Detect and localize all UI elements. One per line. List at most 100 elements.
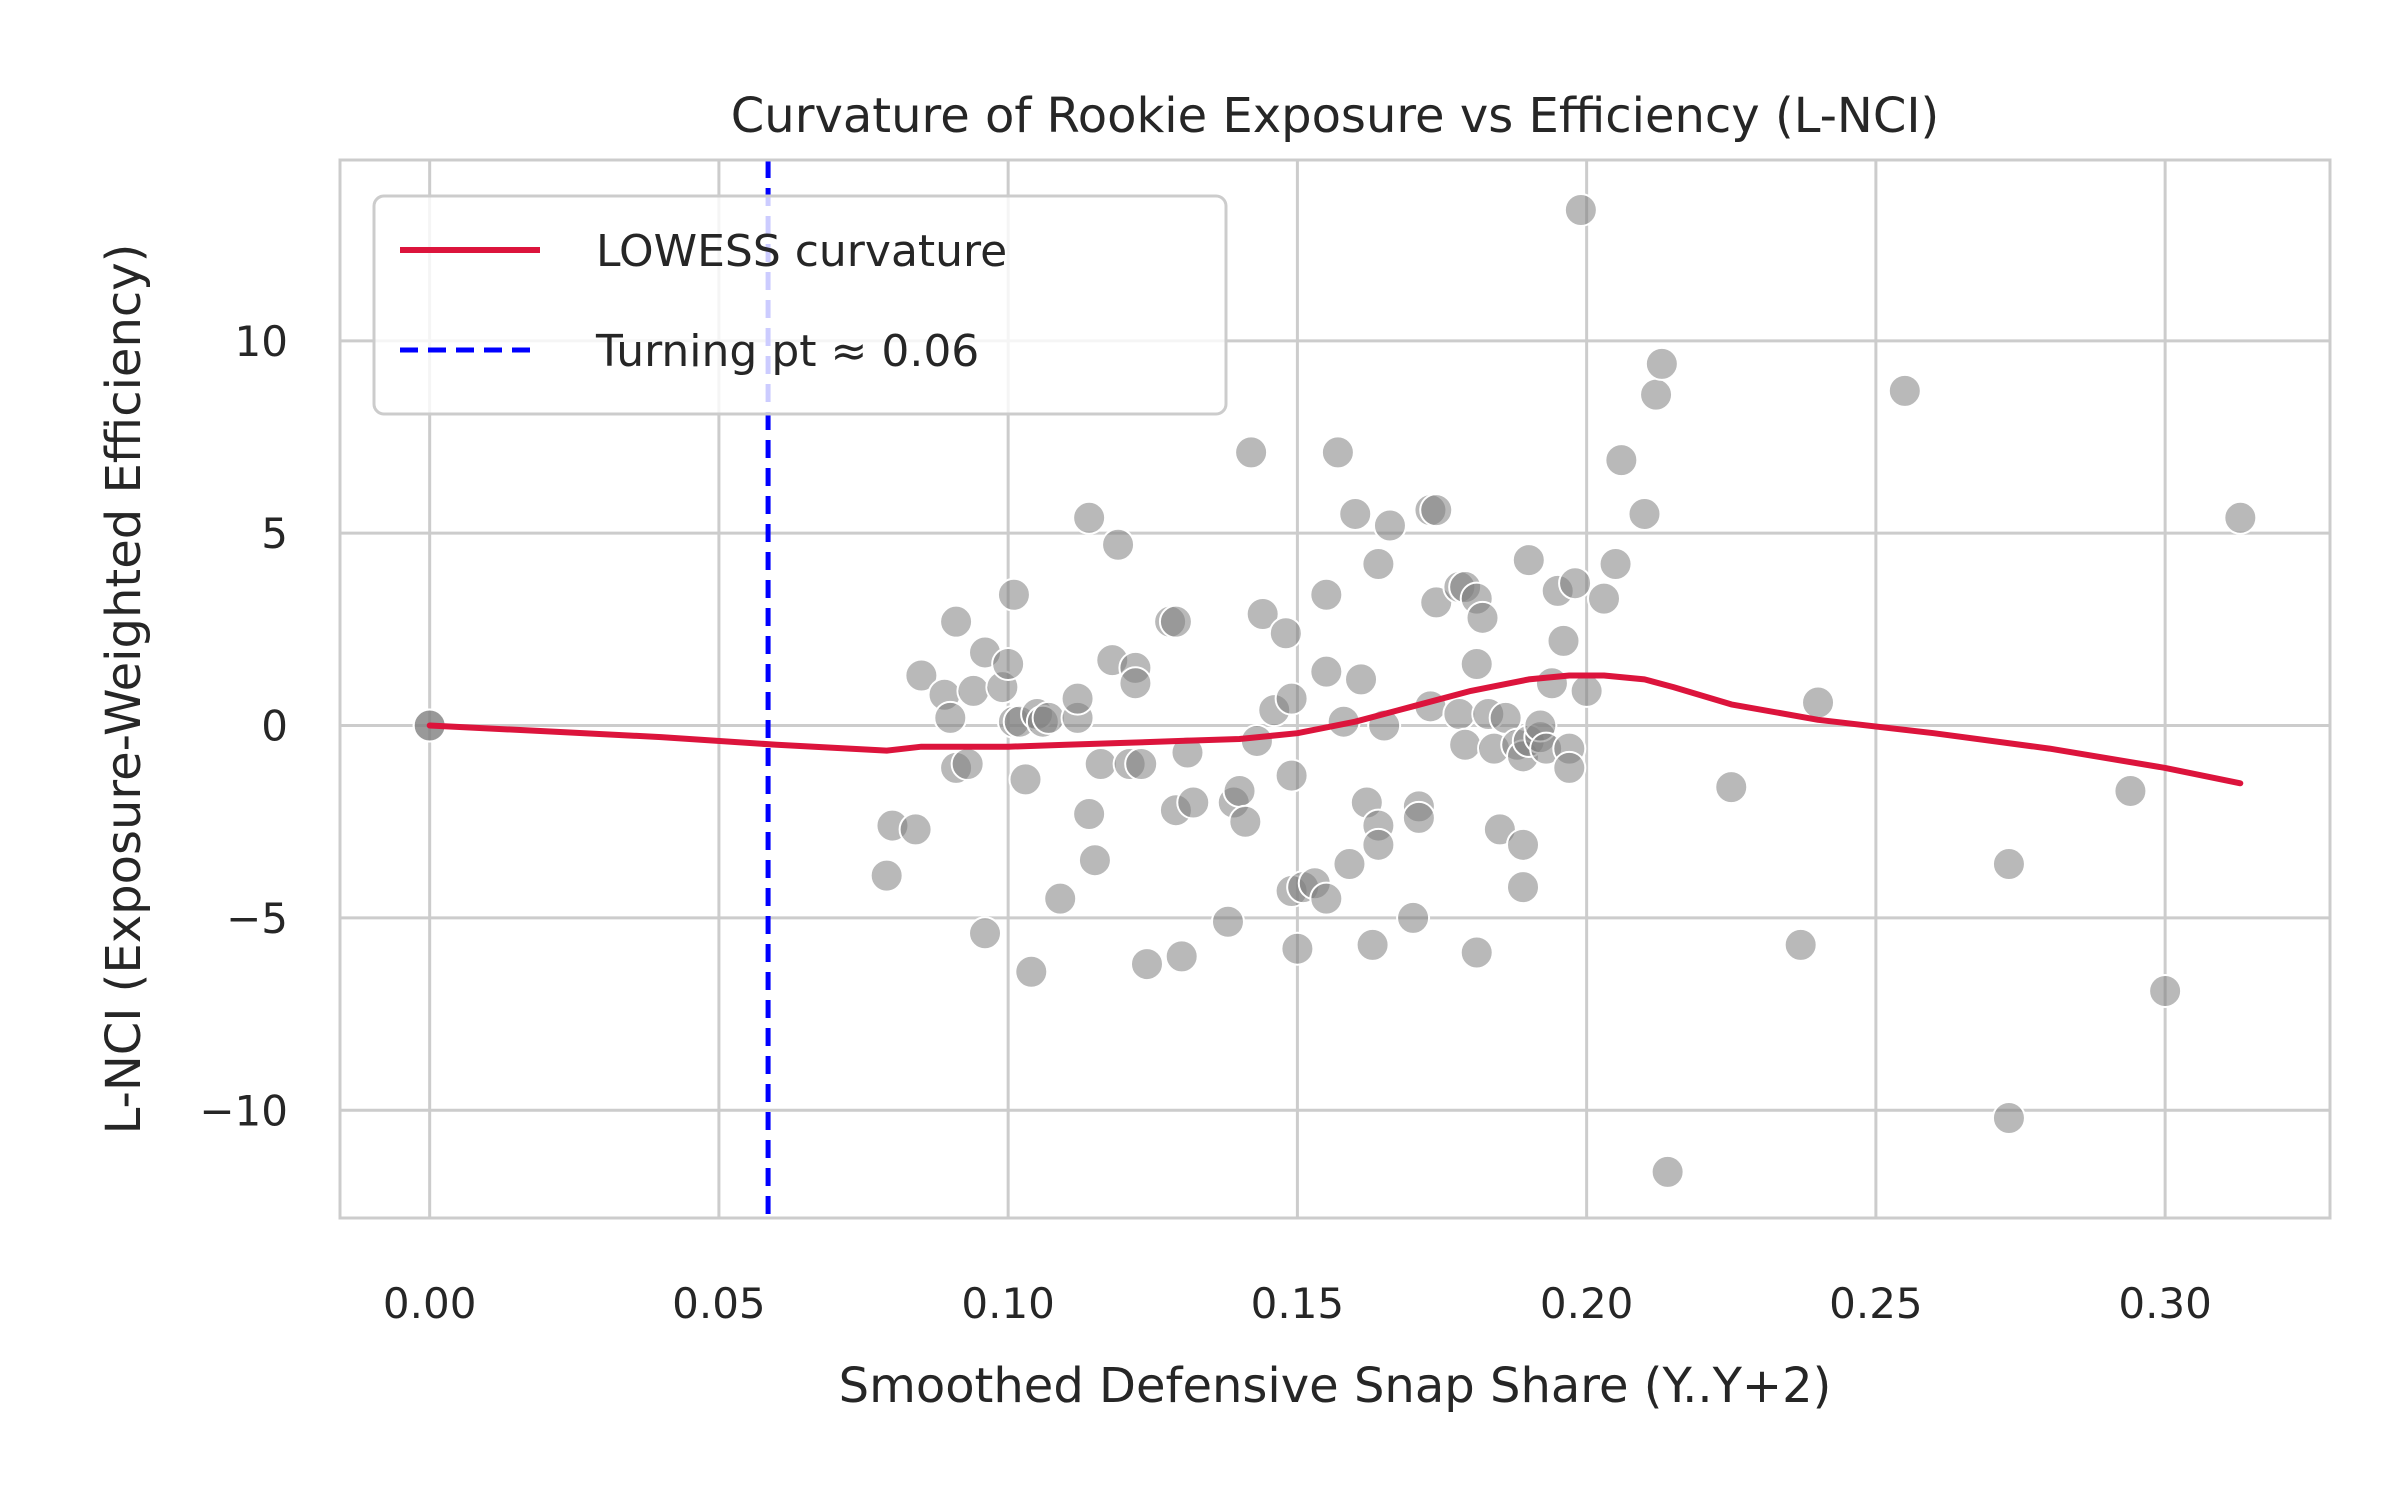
- scatter-point: [1118, 666, 1153, 701]
- x-tick-label: 0.30: [2118, 1279, 2212, 1328]
- scatter-point: [1361, 827, 1396, 862]
- scatter-point: [956, 673, 991, 708]
- scatter-point: [1210, 904, 1245, 939]
- scatter-point: [1280, 931, 1315, 966]
- scatter-point: [1031, 700, 1066, 735]
- scatter-point: [1506, 870, 1541, 905]
- scatter-point: [1228, 804, 1263, 839]
- plot-frame: [338, 158, 2332, 1220]
- scatter-point: [1783, 927, 1818, 962]
- scatter-point: [1077, 843, 1112, 878]
- scatter-point: [996, 577, 1031, 612]
- scatter-point: [1338, 496, 1373, 531]
- scatter-point: [991, 646, 1026, 681]
- scatter-point: [1991, 1100, 2026, 1135]
- scatter-point: [1598, 546, 1633, 581]
- scatter-point: [1644, 346, 1679, 381]
- scatter-point: [1124, 747, 1159, 782]
- scatter-point: [1448, 727, 1483, 762]
- scatter-point: [1887, 373, 1922, 408]
- scatter-point: [904, 658, 939, 693]
- scatter-point: [1801, 685, 1836, 720]
- legend: LOWESS curvature Turning pt ≈ 0.06: [372, 194, 1228, 416]
- y-tick-labels: −10 −5 0 5 10: [199, 317, 288, 1135]
- scatter-point: [1309, 654, 1344, 689]
- scatter-point: [1355, 927, 1390, 962]
- scatter-point: [1459, 646, 1494, 681]
- scatter-point: [1274, 681, 1309, 716]
- chart-title: Curvature of Rookie Exposure vs Efficien…: [731, 88, 1939, 144]
- x-axis-label: Smoothed Defensive Snap Share (Y..Y+2): [839, 1358, 1832, 1414]
- scatter-point: [1043, 881, 1078, 916]
- scatter-point: [1558, 566, 1593, 601]
- y-axis-label: L-NCI (Exposure-Weighted Efficiency): [96, 244, 152, 1135]
- scatter-point: [898, 812, 933, 847]
- scatter-point: [1008, 762, 1043, 797]
- scatter-point: [950, 747, 985, 782]
- scatter-point: [1245, 596, 1280, 631]
- y-tick-label: −5: [226, 894, 288, 943]
- lowess-curve: [426, 672, 2244, 787]
- x-tick-label: 0.05: [672, 1279, 766, 1328]
- scatter-point: [933, 700, 968, 735]
- scatter-point: [1401, 800, 1436, 835]
- scatter-point: [1419, 493, 1454, 528]
- x-tick-label: 0.00: [383, 1279, 477, 1328]
- scatter-point: [1546, 623, 1581, 658]
- x-tick-label: 0.10: [961, 1279, 1055, 1328]
- scatter-point: [1991, 847, 2026, 882]
- legend-lowess-label: LOWESS curvature: [596, 226, 1007, 277]
- scatter-point: [1639, 377, 1674, 412]
- scatter-point: [1101, 527, 1136, 562]
- scatter-point: [1627, 496, 1662, 531]
- scatter-point: [1569, 673, 1604, 708]
- scatter-point: [1332, 847, 1367, 882]
- scatter-point: [1714, 770, 1749, 805]
- scatter-point: [1164, 939, 1199, 974]
- scatter-point: [1506, 827, 1541, 862]
- scatter-point: [1372, 508, 1407, 543]
- scatter-point: [2148, 974, 2183, 1009]
- scatter-point: [1511, 543, 1546, 578]
- scatter-point: [1459, 935, 1494, 970]
- scatter-point: [1604, 443, 1639, 478]
- scatter-point: [869, 858, 904, 893]
- x-tick-label: 0.25: [1829, 1279, 1923, 1328]
- scatter-point: [1465, 600, 1500, 635]
- scatter-point: [1234, 435, 1269, 470]
- scatter-point: [1268, 616, 1303, 651]
- scatter-point: [1274, 758, 1309, 793]
- legend-turning-label: Turning pt ≈ 0.06: [595, 326, 979, 377]
- scatter-point: [968, 916, 1003, 951]
- scatter-point: [1158, 604, 1193, 639]
- y-tick-label: 5: [261, 509, 288, 558]
- scatter-point: [1072, 797, 1107, 832]
- scatter-point: [1552, 750, 1587, 785]
- x-tick-label: 0.20: [1540, 1279, 1634, 1328]
- x-tick-label: 0.15: [1251, 1279, 1345, 1328]
- scatter-point: [1442, 697, 1477, 732]
- y-tick-label: 0: [261, 702, 288, 751]
- scatter-point: [1222, 773, 1257, 808]
- scatter-point: [1129, 947, 1164, 982]
- scatter-point: [1176, 785, 1211, 820]
- scatter-point: [1361, 546, 1396, 581]
- y-tick-label: 10: [235, 317, 288, 366]
- scatter-point: [1309, 881, 1344, 916]
- scatter-point: [1083, 747, 1118, 782]
- scatter-point: [1563, 193, 1598, 228]
- legend-box: [372, 194, 1228, 416]
- scatter-point: [1320, 435, 1355, 470]
- scatter-point: [1309, 577, 1344, 612]
- scatter-point: [2113, 773, 2148, 808]
- scatter-point: [939, 604, 974, 639]
- scatter-point: [1586, 581, 1621, 616]
- scatter-point: [2223, 500, 2258, 535]
- scatter-point: [1344, 662, 1379, 697]
- y-tick-label: −10: [199, 1086, 288, 1135]
- scatter-point: [1170, 735, 1205, 770]
- scatter-point: [1060, 681, 1095, 716]
- scatter-layer: [412, 193, 2258, 1189]
- scatter-point: [1534, 666, 1569, 701]
